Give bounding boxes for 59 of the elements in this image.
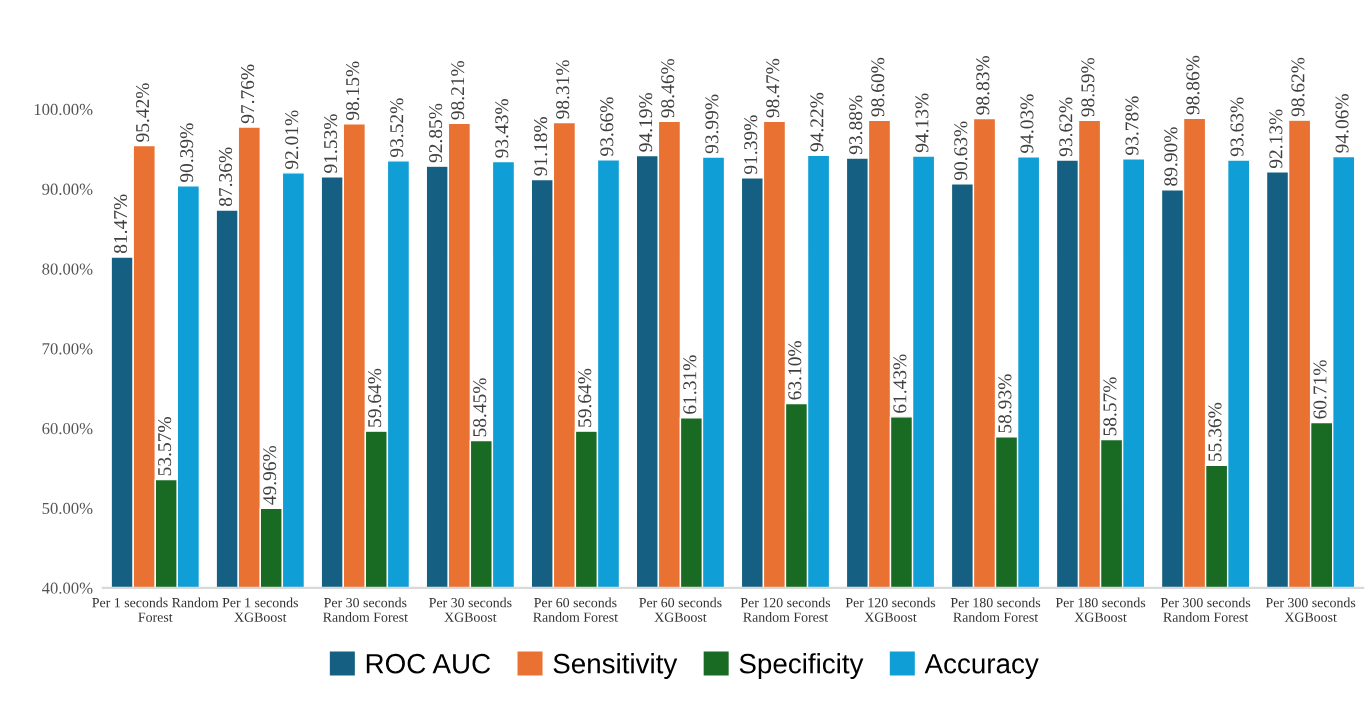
y-tick-label: 100.00% [34,103,93,116]
data-label: 87.36% [218,147,233,207]
data-label: 55.36% [1208,402,1222,461]
data-label: 92.85% [429,103,443,163]
data-label: 93.78% [1125,96,1139,155]
data-label: 94.19% [639,93,653,152]
data-label: 61.43% [893,354,907,413]
data-label: 93.99% [705,94,719,154]
data-label: 94.03% [1020,94,1034,153]
data-label: 95.42% [135,83,150,142]
data-label: 94.13% [915,93,929,153]
data-label: 98.46% [661,58,675,118]
data-label: 91.18% [534,117,548,176]
data-label: 98.83% [976,55,990,115]
data-label: 94.22% [810,92,824,152]
data-label: 63.10% [788,341,802,400]
y-tick-label: 70.00% [42,343,93,355]
data-label: 93.88% [849,95,863,155]
data-label: 93.63% [1230,97,1244,157]
data-label: 90.63% [954,121,968,181]
data-label: 98.59% [1081,57,1095,117]
y-tick-label: 90.00% [42,183,93,195]
data-label: 98.21% [451,60,465,120]
data-label: 98.47% [766,58,780,118]
data-label: 58.45% [473,378,487,437]
data-label: 59.64% [368,368,382,427]
y-tick-label: 80.00% [42,263,93,275]
data-label: 93.52% [390,98,404,157]
data-label: 97.76% [241,64,255,124]
data-label: 98.15% [346,61,360,121]
data-label: 92.13% [1269,109,1283,169]
legend-label: Specificity [739,653,864,679]
data-label: 49.96% [263,445,277,505]
data-label: 93.62% [1059,97,1073,157]
data-label: 53.57% [158,417,172,476]
data-label: 91.53% [323,114,338,173]
data-label: 93.43% [495,99,509,158]
data-label: 91.39% [744,115,758,174]
data-label: 92.01% [285,110,299,170]
legend-label: ROC AUC [366,653,491,674]
data-label: 59.64% [578,368,592,427]
data-label: 81.47% [113,194,128,254]
y-tick-label: 40.00% [41,582,93,594]
data-label: 58.57% [1103,377,1117,436]
data-label: 60.71% [1313,360,1327,419]
y-tick-label: 50.00% [42,502,93,515]
legend-label: Sensitivity [553,653,678,679]
data-label: 94.06% [1335,94,1349,153]
data-label: 98.31% [556,60,570,119]
y-tick-label: 60.00% [42,422,93,435]
data-label: 90.39% [180,123,194,182]
data-label: 98.86% [1186,55,1200,115]
data-label: 98.62% [1291,57,1305,117]
data-label: 98.60% [871,57,885,117]
data-label: 61.31% [683,355,697,414]
legend-label: Accuracy [924,654,1039,679]
data-label: 93.66% [600,97,614,156]
data-label: 89.90% [1164,127,1178,186]
data-label: 58.93% [998,374,1012,433]
